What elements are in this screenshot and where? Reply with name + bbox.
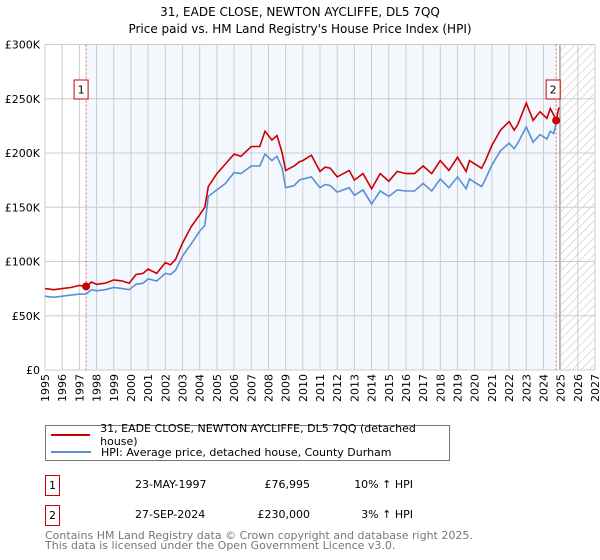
x-tick-label: 2016: [400, 374, 413, 402]
chart-subtitle: Price paid vs. HM Land Registry's House …: [128, 22, 471, 36]
legend-swatch-red: [51, 434, 91, 436]
sale-point: [552, 116, 561, 125]
x-tick-label: 1995: [39, 374, 52, 402]
x-tick-label: 2013: [348, 374, 361, 402]
x-tick-label: 1999: [108, 374, 121, 402]
x-tick-label: 2015: [383, 374, 396, 402]
footer: Contains HM Land Registry data © Crown c…: [45, 529, 473, 552]
x-tick-label: 2001: [142, 374, 155, 402]
x-tick-label: 2003: [177, 374, 190, 402]
transaction-price: £230,000: [257, 508, 311, 521]
transaction-date: 27-SEP-2024: [135, 508, 206, 521]
x-tick-label: 1996: [56, 374, 69, 402]
legend-item-hpi: HPI: Average price, detached house, Coun…: [51, 444, 392, 460]
legend-label: HPI: Average price, detached house, Coun…: [101, 445, 392, 459]
series-line-property: [44, 100, 560, 291]
transaction-hpi: 10% ↑ HPI: [354, 478, 413, 491]
x-tick-label: 2006: [228, 374, 241, 402]
x-tick-label: 2018: [434, 374, 447, 402]
y-tick-label: £100K: [5, 256, 41, 269]
x-tick-label: 2007: [245, 374, 258, 402]
x-tick-label: 1998: [91, 374, 104, 402]
transaction-badge: 2: [45, 505, 60, 526]
x-tick-label: 2020: [469, 374, 482, 402]
legend: 31, EADE CLOSE, NEWTON AYCLIFFE, DL5 7QQ…: [45, 422, 450, 461]
transaction-badge: 1: [45, 475, 60, 496]
y-tick-label: £150K: [5, 201, 41, 214]
x-tick-label: 2012: [331, 374, 344, 402]
footer-copyright: Contains HM Land Registry data © Crown c…: [45, 529, 473, 542]
x-tick-label: 2010: [297, 374, 310, 402]
x-tick-label: 2021: [486, 374, 499, 402]
sale-badge-label: 2: [550, 84, 557, 97]
y-tick-label: £300K: [5, 39, 41, 52]
x-tick-label: 2026: [572, 374, 585, 402]
transaction-hpi: 3% ↑ HPI: [361, 508, 413, 521]
transaction-row: 2 27-SEP-2024 £230,000 3% ↑ HPI: [45, 505, 465, 526]
sale-badge-label: 1: [78, 84, 85, 97]
chart-title: 31, EADE CLOSE, NEWTON AYCLIFFE, DL5 7QQ: [160, 5, 440, 19]
x-tick-label: 2027: [589, 374, 600, 402]
x-tick-label: 2019: [452, 374, 465, 402]
x-tick-label: 2014: [366, 374, 379, 402]
x-tick-label: 2022: [503, 374, 516, 402]
x-tick-label: 2008: [262, 374, 275, 402]
legend-label: 31, EADE CLOSE, NEWTON AYCLIFFE, DL5 7QQ…: [100, 422, 416, 448]
sale-point: [82, 282, 91, 291]
transaction-price: £76,995: [264, 478, 311, 491]
plot-border: [44, 44, 596, 371]
sale-badge: [545, 79, 561, 100]
legend-swatch-blue: [51, 451, 91, 453]
x-tick-label: 2024: [537, 374, 550, 402]
x-tick-label: 2011: [314, 374, 327, 402]
x-tick-label: 2002: [159, 374, 172, 402]
x-tick-label: 2005: [211, 374, 224, 402]
x-tick-label: 2004: [194, 374, 207, 402]
sale-badge: [73, 79, 89, 100]
transaction-row: 1 23-MAY-1997 £76,995 10% ↑ HPI: [45, 475, 465, 496]
y-tick-label: £0: [26, 364, 40, 377]
x-tick-label: 2023: [520, 374, 533, 402]
series-line-hpi: [44, 119, 560, 299]
x-tick-label: 1997: [73, 374, 86, 402]
transaction-date: 23-MAY-1997: [135, 478, 207, 491]
legend-item-property: 31, EADE CLOSE, NEWTON AYCLIFFE, DL5 7QQ…: [51, 422, 449, 448]
x-tick-label: 2000: [125, 374, 138, 402]
y-tick-label: £200K: [5, 147, 41, 160]
y-tick-label: £250K: [5, 93, 41, 106]
footer-licence: This data is licensed under the Open Gov…: [45, 539, 396, 552]
x-tick-label: 2025: [555, 374, 568, 402]
x-tick-label: 2009: [280, 374, 293, 402]
x-tick-label: 2017: [417, 374, 430, 402]
y-tick-label: £50K: [12, 310, 41, 323]
price-chart: 31, EADE CLOSE, NEWTON AYCLIFFE, DL5 7QQ…: [5, 5, 600, 402]
